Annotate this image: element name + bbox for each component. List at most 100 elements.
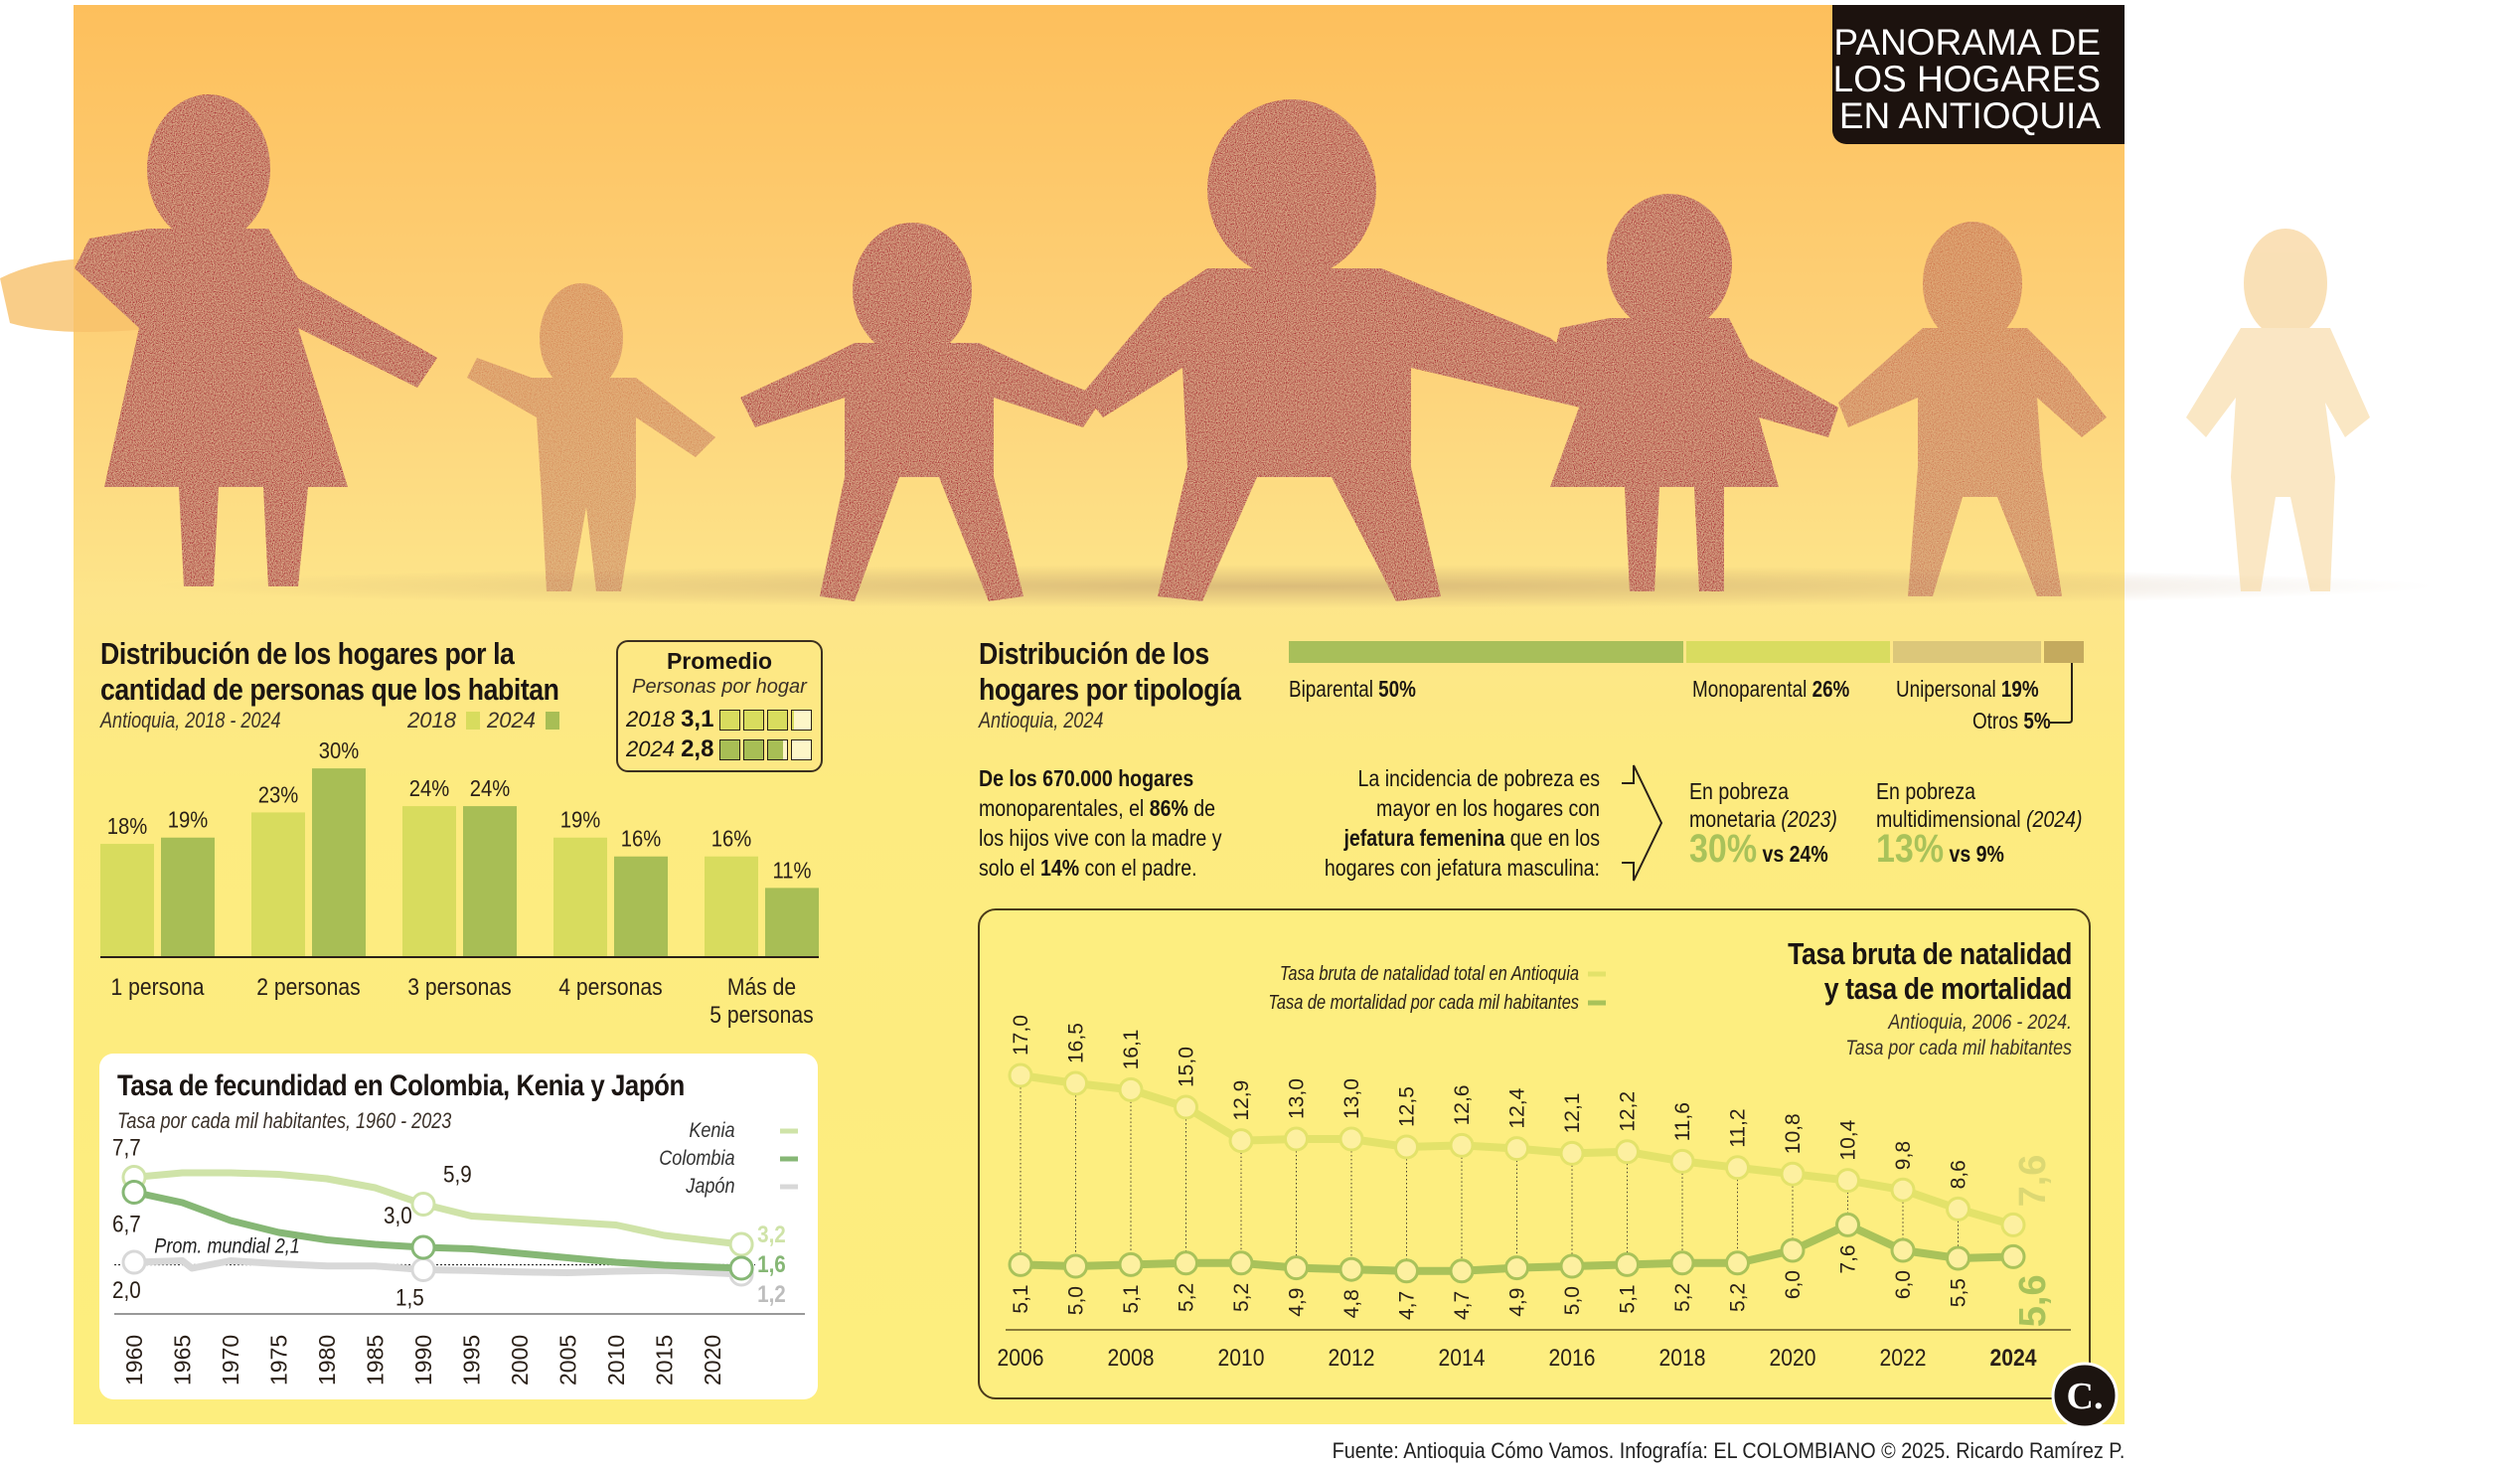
note-text: solo el [979, 855, 1040, 881]
typology-segment-unipersonal [1893, 641, 2041, 663]
value-label: 12,9 [1230, 1080, 1253, 1121]
legend-2024-swatch [546, 712, 560, 730]
legend-label-Japón: Japón [685, 1175, 734, 1199]
data-point [1559, 1253, 1585, 1279]
data-point [1449, 1258, 1475, 1284]
bar-2018 [553, 837, 607, 957]
natality-title-line2: y tasa de mortalidad [1823, 971, 2073, 1006]
x-tick-label: 2018 [1659, 1345, 1706, 1372]
data-point [2000, 1243, 2026, 1269]
category-label: 5 personas [709, 1002, 813, 1029]
x-tick-label: 2024 [1990, 1345, 2037, 1372]
segment-label: Biparental [1289, 676, 1373, 702]
data-point [1946, 1245, 1970, 1271]
promedio-title: Promedio [666, 648, 773, 674]
x-tick-label: 1960 [121, 1335, 147, 1386]
value-label: 7,6 [1837, 1244, 1860, 1273]
value-label: 12,2 [1617, 1091, 1640, 1132]
note-line: hogares con jefatura masculina: [1324, 855, 1600, 881]
promedio-value: 3,1 [681, 706, 714, 733]
ground-shadow [149, 565, 2435, 608]
x-tick-label: 2010 [1218, 1345, 1265, 1372]
value-label: 8,6 [1948, 1160, 1970, 1189]
data-point-Colombia [728, 1255, 754, 1281]
data-point [1394, 1258, 1419, 1284]
value-label: 5,2 [1671, 1283, 1694, 1312]
note-text: con el padre. [1079, 855, 1197, 881]
bar-2024 [765, 888, 819, 957]
value-label: 16,5 [1065, 1023, 1088, 1063]
segment-label: Monoparental [1692, 676, 1808, 702]
value-label: 12,5 [1396, 1086, 1419, 1127]
data-point [1228, 1128, 1254, 1154]
monoparental-note: De los 670.000 hogares monoparentales, e… [979, 763, 1221, 883]
note-text: que en los [1504, 825, 1600, 851]
value-label: 10,4 [1837, 1119, 1860, 1160]
promedio-value: 2,8 [681, 735, 714, 762]
bar-value-label: 16% [711, 825, 752, 852]
x-tick-label: 2010 [603, 1335, 629, 1386]
value-label: 6,0 [1782, 1270, 1805, 1299]
x-tick-label: 1965 [170, 1335, 196, 1386]
promedio-square [791, 710, 812, 731]
legend-2024-label: 2024 [487, 708, 536, 733]
value-label: 5,1 [1617, 1284, 1640, 1313]
bar-value-label: 11% [772, 857, 811, 884]
poverty-note: La incidencia de pobreza es mayor en los… [1283, 763, 1600, 883]
value-label: 5,0 [1065, 1286, 1088, 1315]
title-line-3: EN ANTIOQUIA [1838, 95, 2101, 136]
data-point [1669, 1250, 1695, 1276]
x-tick-label: 2014 [1439, 1345, 1486, 1372]
data-point [1890, 1237, 1916, 1263]
note-line: La incidencia de pobreza es [1357, 765, 1600, 791]
value-label: 5,2 [1230, 1283, 1253, 1312]
promedio-subtitle: Personas por hogar [632, 676, 807, 698]
x-tick-label: 1980 [314, 1335, 340, 1386]
data-point [1339, 1126, 1364, 1152]
segment-label: Otros [1972, 708, 2019, 734]
data-point [1615, 1251, 1640, 1277]
x-tick-label: 2008 [1108, 1345, 1155, 1372]
promedio-square [767, 710, 788, 731]
paper-people-illustration [0, 94, 2435, 608]
x-tick-label: 1975 [266, 1335, 292, 1386]
segment-value: 5% [2023, 708, 2051, 734]
typology-subtitle: Antioquia, 2024 [979, 708, 1104, 733]
data-point-Kenia [728, 1231, 754, 1257]
note-text: de [1187, 795, 1216, 821]
note-line: De los 670.000 hogares [979, 765, 1194, 791]
household-size-subtitle: Antioquia, 2018 - 2024 [100, 708, 281, 733]
bar-value-label: 24% [470, 775, 511, 802]
data-point-Colombia [410, 1234, 436, 1260]
world-average-label: Prom. mundial 2,1 [154, 1234, 300, 1258]
bar-2024 [463, 806, 517, 957]
promedio-year: 2018 [626, 707, 675, 732]
point-label-Colombia: 3,0 [384, 1203, 412, 1229]
typology-segment-biparental [1289, 641, 1683, 663]
value-label: 12,6 [1451, 1085, 1474, 1126]
data-point [1394, 1134, 1419, 1160]
value-label: 12,4 [1506, 1087, 1529, 1128]
bar-2024 [312, 768, 366, 957]
promedio-square [743, 710, 764, 731]
poverty-vs-value: vs 9% [1949, 841, 2004, 867]
end-label-Kenia: 3,2 [757, 1222, 786, 1248]
legend-2018-label: 2018 [407, 708, 456, 733]
household-size-title-line2: cantidad de personas que los habitan [100, 672, 559, 707]
figure-child [740, 223, 1103, 601]
poverty-vs-value: vs 24% [1762, 841, 1828, 867]
bar-2018 [402, 806, 456, 957]
x-tick-label: 2022 [1880, 1345, 1927, 1372]
data-point [1559, 1140, 1585, 1166]
data-point [1669, 1148, 1695, 1174]
household-bar-chart: 18% 19% 1 persona 23% 30% 2 personas 24% 24% 3 p… [100, 737, 819, 1029]
note-line: mayor en los hogares con [1376, 795, 1600, 821]
natality-subtitle-line1: Antioquia, 2006 - 2024. [1888, 1011, 2072, 1034]
bar-value-label: 24% [409, 775, 450, 802]
data-point [1725, 1250, 1750, 1276]
bar-2018 [251, 812, 305, 957]
poverty-big-value: 30% [1689, 827, 1758, 871]
data-point [1946, 1196, 1970, 1222]
data-point [1780, 1161, 1806, 1187]
fecundity-line-chart: Kenia Colombia Japón Prom. mundial 2,1 7,7 5,… [112, 1119, 805, 1386]
